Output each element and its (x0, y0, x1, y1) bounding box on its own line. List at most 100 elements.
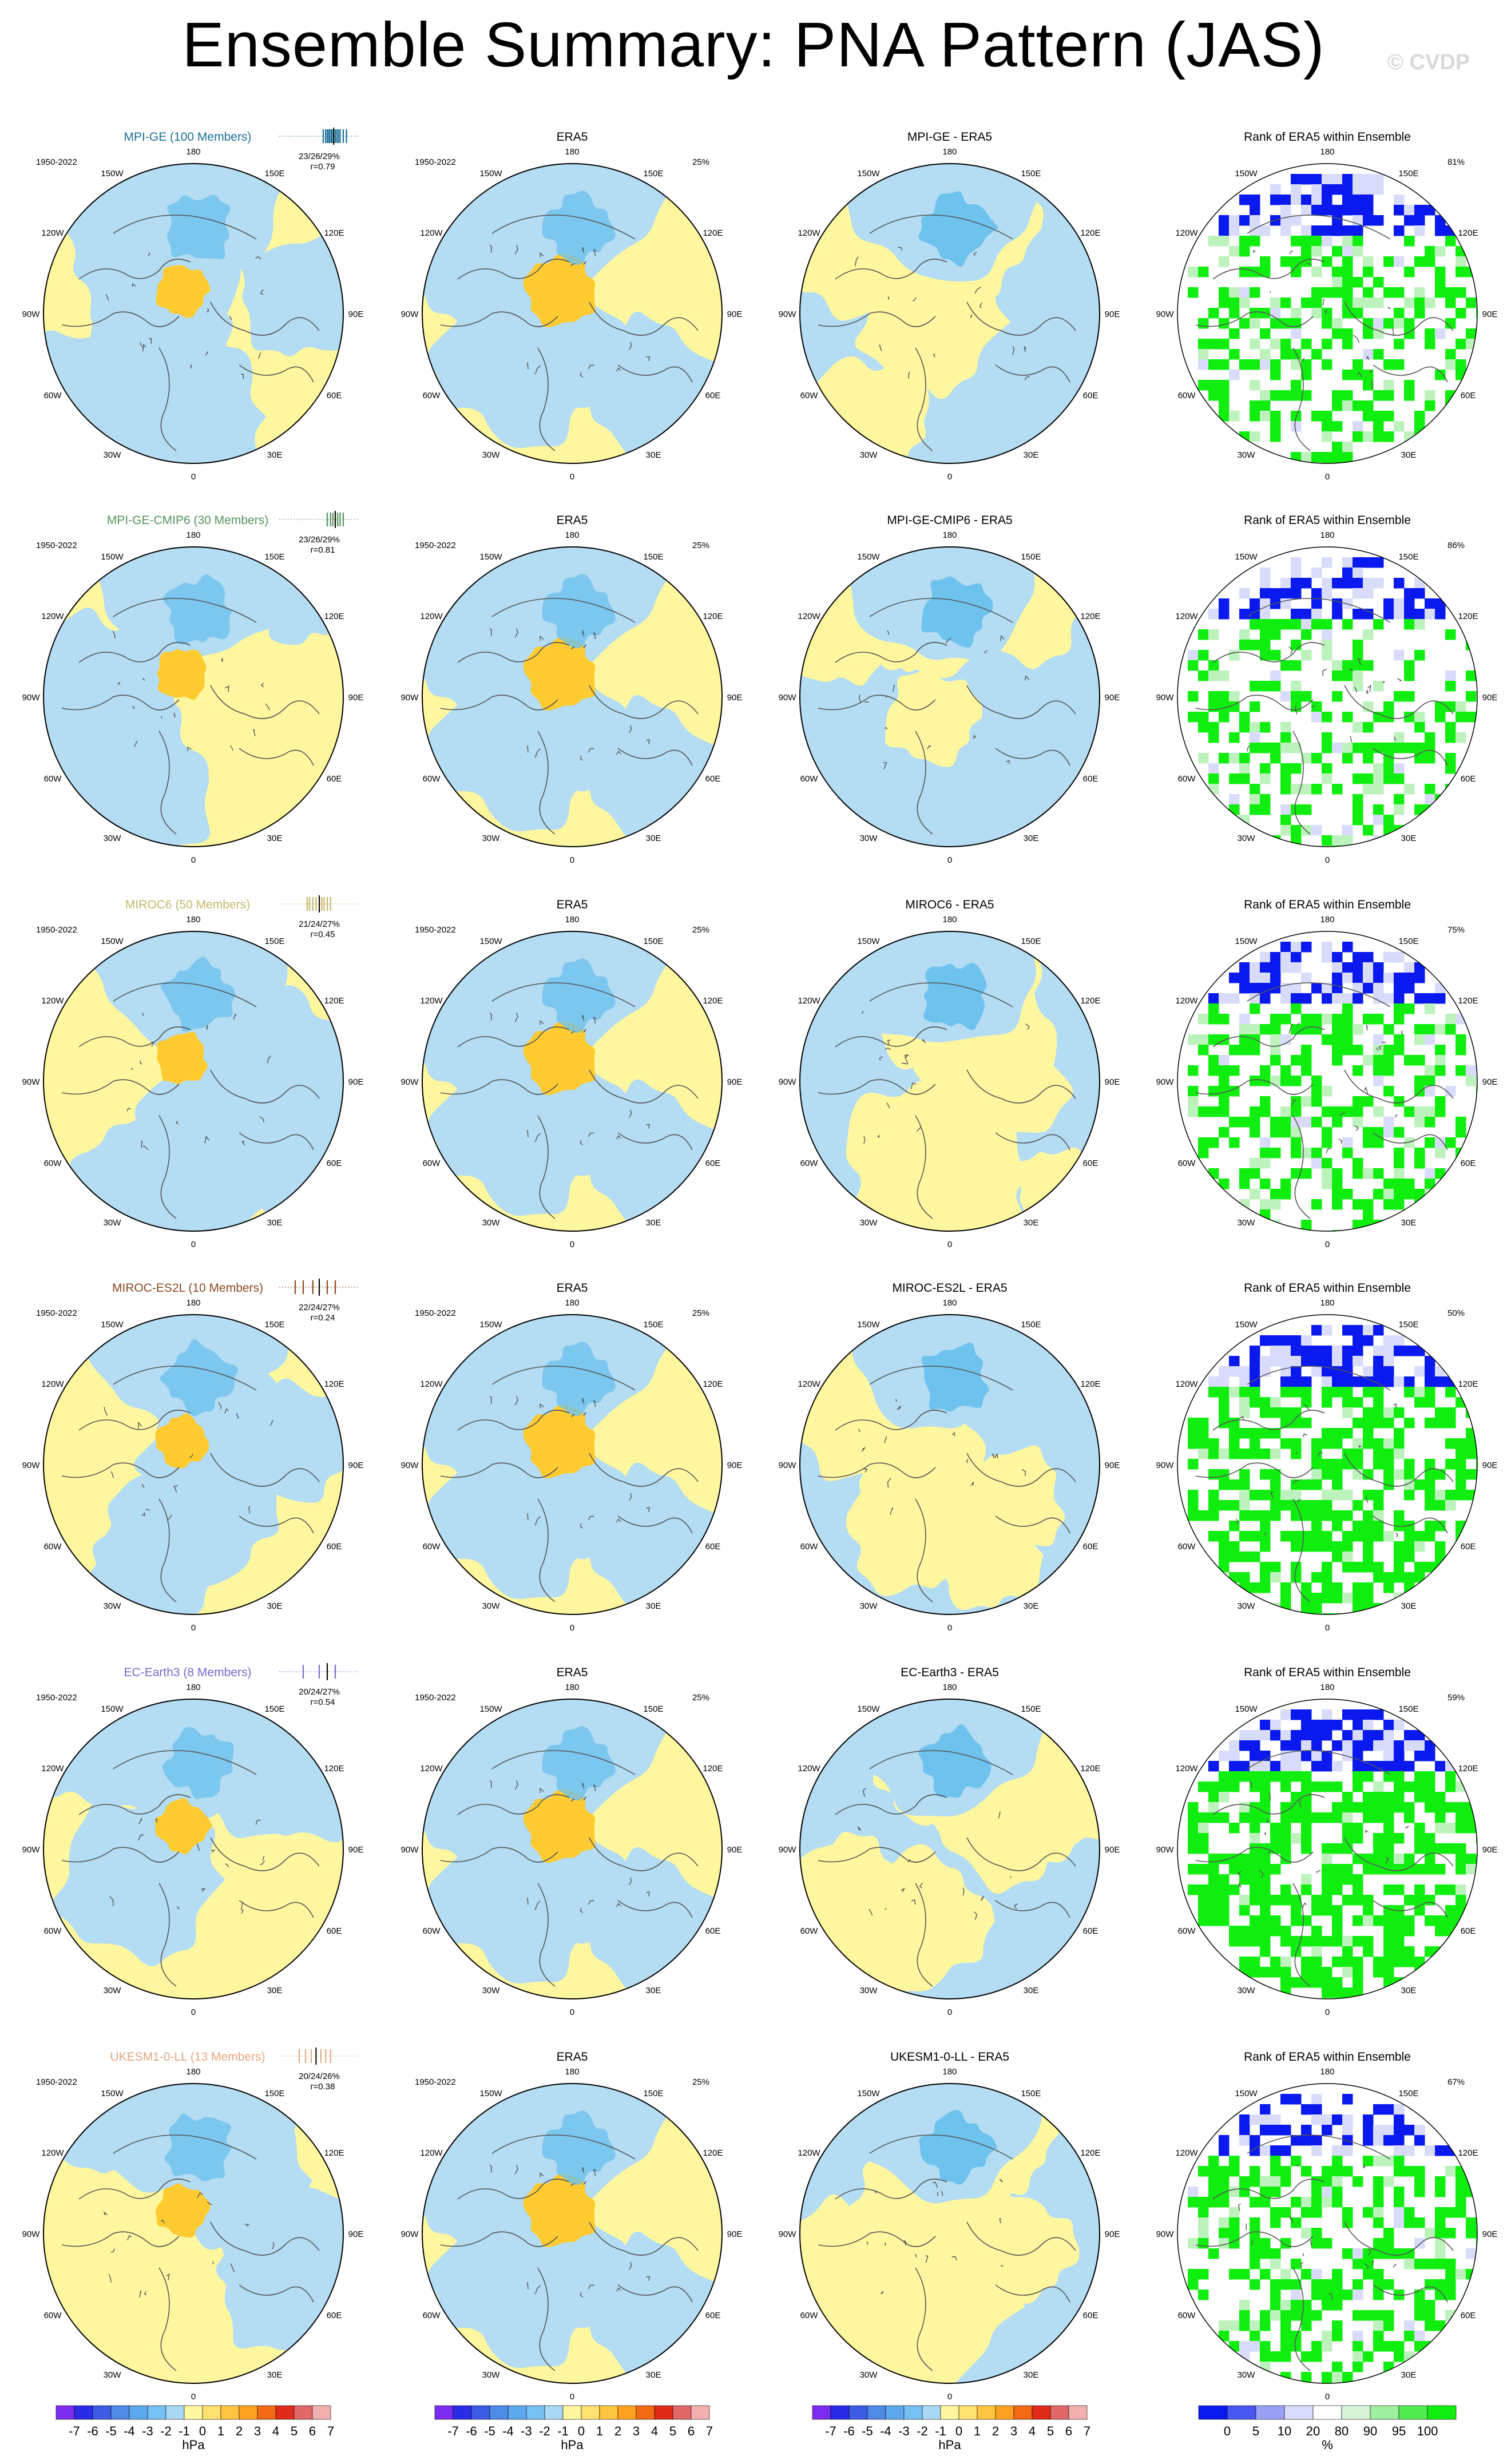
rank-cell (1301, 1874, 1312, 1885)
rank-cell (1322, 411, 1332, 422)
rank-cell (1342, 370, 1353, 380)
rank-cell (1291, 2259, 1302, 2269)
rank-cell (1198, 339, 1209, 350)
island-outline (1302, 1902, 1307, 1908)
rank-cell (1383, 1199, 1394, 1210)
rank-cell (1332, 2331, 1343, 2342)
longitude-label: 30E (646, 834, 661, 843)
rank-cell (1301, 2125, 1312, 2136)
longitude-label: 0 (570, 2392, 574, 2402)
coastline (915, 347, 933, 451)
colorbar-tick-label: -7 (825, 2424, 836, 2438)
rank-cell (1322, 452, 1332, 463)
rank-cell (1414, 650, 1425, 661)
longitude-label: 150W (857, 1320, 880, 1330)
rank-cell (1219, 1531, 1230, 1542)
rank-cell (1250, 2341, 1260, 2352)
colorbar-tick-label: -3 (898, 2424, 910, 2438)
rank-cell (1414, 1387, 1425, 1398)
colorbar-tick-label: 5 (669, 2424, 676, 2438)
longitude-label: 60W (800, 1542, 819, 1552)
rank-cell (1219, 1376, 1230, 1387)
rank-cell (1239, 1045, 1250, 1056)
rank-cell (1342, 1957, 1353, 1967)
rank-cell (1404, 1572, 1415, 1583)
island-outline (139, 1060, 142, 1065)
island-outline (966, 1459, 969, 1463)
rank-cell (1445, 349, 1456, 360)
rank-cell (1414, 1199, 1425, 1210)
rank-cell (1280, 2320, 1291, 2331)
rank-cell (1311, 1761, 1322, 1772)
longitude-label: 30W (104, 450, 122, 460)
rank-cell (1322, 1014, 1332, 1025)
rank-cell (1208, 1014, 1219, 1025)
rank-cell (1332, 1014, 1343, 1025)
rank-cell (1322, 1905, 1332, 1916)
island-outline (1264, 1832, 1266, 1835)
rank-cell (1311, 825, 1322, 836)
rank-cell (1270, 973, 1281, 983)
rank-cell (1445, 359, 1456, 370)
rank-cell (1301, 1751, 1312, 1761)
rank-cell (1342, 308, 1353, 319)
explained-variance: 21/24/27% (299, 919, 340, 929)
rank-cell (1291, 588, 1302, 599)
longitude-label: 60W (423, 391, 441, 400)
coastline (210, 1453, 320, 1487)
rank-cell (1188, 1459, 1199, 1470)
rank-cell (1363, 1864, 1374, 1875)
rank-cell (1270, 1895, 1281, 1906)
rank-cell (1445, 1843, 1456, 1854)
island-outline (570, 263, 575, 266)
coastline (457, 642, 570, 663)
rank-cell (1425, 1117, 1435, 1128)
anomaly-region (802, 2220, 936, 2350)
rank-cell (1250, 973, 1260, 983)
rank-cell (1435, 1823, 1446, 1834)
rank-cell (1311, 1199, 1322, 1210)
rank-cell (1414, 2135, 1425, 2146)
rank-cell (1342, 1709, 1353, 1720)
island-outline (570, 1030, 575, 1034)
rank-cell (1311, 846, 1322, 847)
period-label: 1950-2022 (415, 1308, 456, 1318)
rank-cell (1332, 1366, 1343, 1377)
rank-cell (1280, 1895, 1291, 1906)
rank-cell (1270, 1045, 1281, 1056)
coastline (835, 2179, 947, 2200)
rank-cell (1373, 1500, 1384, 1511)
rank-cell (1363, 267, 1374, 277)
rank-cell (1322, 287, 1332, 298)
rank-cell (1394, 1189, 1405, 1200)
rank-cell (1219, 609, 1230, 620)
longitude-label: 90E (1482, 310, 1498, 319)
island-outline (1024, 376, 1030, 380)
rank-cell (1198, 1438, 1209, 1449)
longitude-label: 90W (401, 2229, 419, 2239)
longitude-label: 60E (1083, 774, 1098, 784)
rank-cell (1291, 1376, 1302, 1387)
rank-cell (1414, 588, 1425, 599)
rank-cell (1456, 712, 1466, 723)
rank-cell (1342, 1792, 1353, 1803)
negative-center (161, 957, 236, 1032)
island-outline (526, 2282, 529, 2290)
rank-cell (1445, 2269, 1456, 2280)
colorbar-tick-label: 4 (272, 2424, 279, 2438)
rank-cell (1404, 691, 1415, 702)
rank-cell (1322, 1428, 1332, 1439)
rank-cell (1353, 2259, 1363, 2269)
rank-cell (1456, 2166, 1466, 2177)
rank-cell (1219, 1127, 1230, 1138)
coastline (818, 695, 936, 711)
rank-cell (1435, 1915, 1446, 1926)
rank-cell (1322, 2125, 1332, 2136)
rank-cell (1219, 2166, 1230, 2177)
rank-cell (1208, 1387, 1219, 1398)
rank-cell (1260, 349, 1271, 360)
longitude-label: 150E (643, 2089, 663, 2098)
rank-cell (1291, 681, 1302, 692)
rank-cell (1322, 2279, 1332, 2290)
map-field (43, 1315, 343, 1614)
